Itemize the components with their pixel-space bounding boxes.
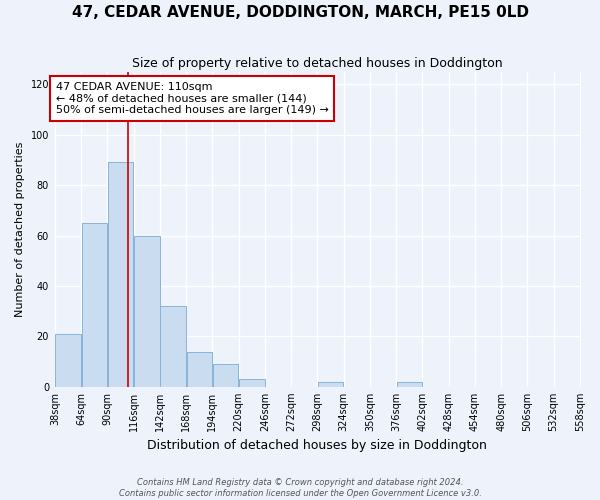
Bar bbox=[213, 364, 238, 387]
Bar bbox=[187, 352, 212, 387]
Text: 47 CEDAR AVENUE: 110sqm
← 48% of detached houses are smaller (144)
50% of semi-d: 47 CEDAR AVENUE: 110sqm ← 48% of detache… bbox=[56, 82, 329, 115]
Bar bbox=[82, 223, 107, 387]
Bar bbox=[318, 382, 343, 387]
Text: 47, CEDAR AVENUE, DODDINGTON, MARCH, PE15 0LD: 47, CEDAR AVENUE, DODDINGTON, MARCH, PE1… bbox=[71, 5, 529, 20]
Y-axis label: Number of detached properties: Number of detached properties bbox=[15, 142, 25, 317]
Bar bbox=[239, 379, 265, 387]
Bar bbox=[55, 334, 81, 387]
Text: Contains HM Land Registry data © Crown copyright and database right 2024.
Contai: Contains HM Land Registry data © Crown c… bbox=[119, 478, 481, 498]
Bar bbox=[397, 382, 422, 387]
X-axis label: Distribution of detached houses by size in Doddington: Distribution of detached houses by size … bbox=[148, 440, 487, 452]
Bar bbox=[160, 306, 186, 387]
Bar bbox=[134, 236, 160, 387]
Bar bbox=[108, 162, 133, 387]
Title: Size of property relative to detached houses in Doddington: Size of property relative to detached ho… bbox=[132, 58, 503, 70]
